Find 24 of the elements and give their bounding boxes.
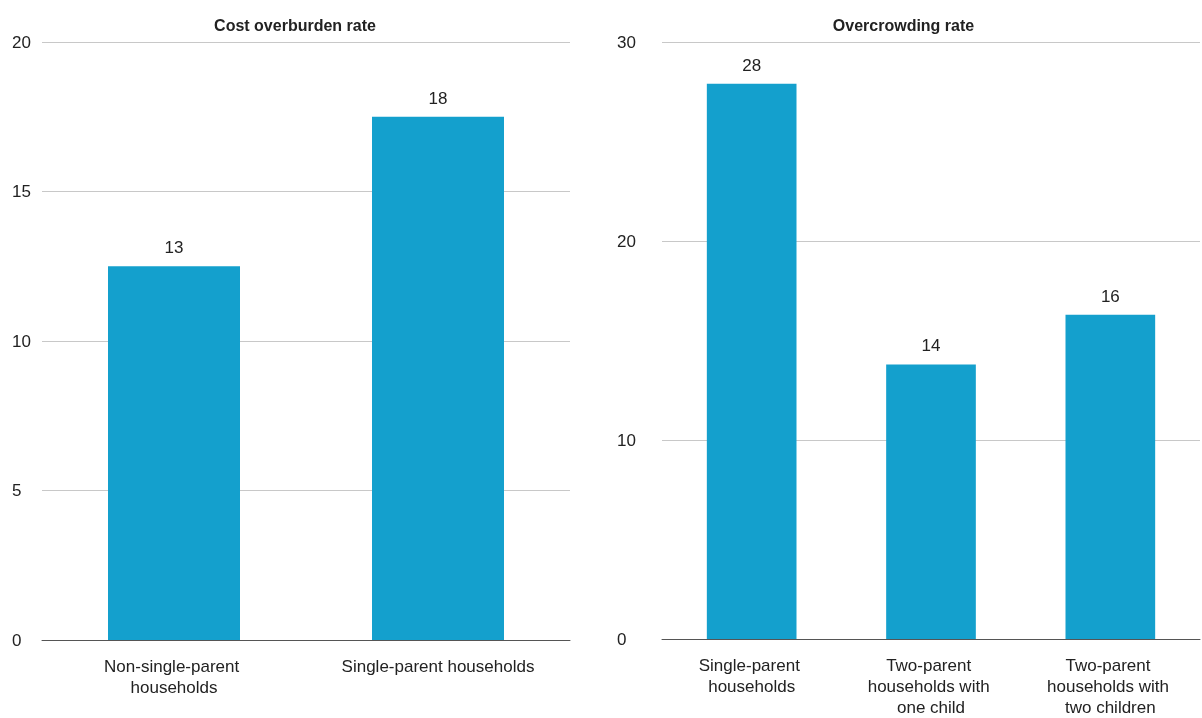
data-label: 28 <box>742 55 762 75</box>
y-tick-label: 0 <box>12 630 22 650</box>
y-tick-label: 10 <box>617 430 636 450</box>
x-tick-label: Two-parent households with two children <box>1047 656 1174 717</box>
x-tick-label: Single-parent households <box>698 656 805 696</box>
y-tick-label: 20 <box>617 231 636 251</box>
y-tick-label: 20 <box>12 32 31 52</box>
data-label: 13 <box>164 238 184 258</box>
y-tick-label: 0 <box>617 629 627 649</box>
x-tick-label: Two-parent households with one child <box>867 656 995 717</box>
chart-title: Overcrowding rate <box>832 16 975 34</box>
x-tick-label: Single-parent households <box>341 657 535 676</box>
data-label: 14 <box>921 336 941 356</box>
y-tick-label: 10 <box>12 331 31 351</box>
data-label: 18 <box>428 88 448 108</box>
y-tick-label: 5 <box>12 481 22 500</box>
y-tick-label: 15 <box>12 182 31 201</box>
bar <box>886 364 976 639</box>
bar <box>1065 314 1156 639</box>
data-label: 16 <box>1100 286 1120 306</box>
x-tick-label: Non-single-parent households <box>104 657 244 697</box>
y-tick-label: 30 <box>617 32 636 52</box>
bar <box>706 83 797 639</box>
chart-title: Cost overburden rate <box>214 16 377 34</box>
